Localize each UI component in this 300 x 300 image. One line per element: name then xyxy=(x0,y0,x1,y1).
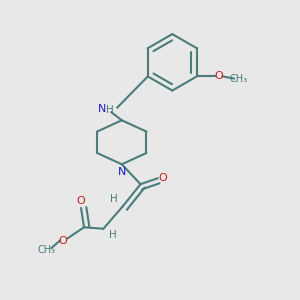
Text: O: O xyxy=(215,71,224,81)
Text: H: H xyxy=(110,194,118,204)
Text: N: N xyxy=(98,104,106,114)
Text: O: O xyxy=(59,236,68,246)
Text: O: O xyxy=(158,173,167,183)
Text: H: H xyxy=(106,105,114,115)
Text: O: O xyxy=(77,196,85,206)
Text: H: H xyxy=(109,230,117,240)
Text: CH₃: CH₃ xyxy=(38,244,56,255)
Text: N: N xyxy=(118,167,126,177)
Text: CH₃: CH₃ xyxy=(229,74,248,84)
